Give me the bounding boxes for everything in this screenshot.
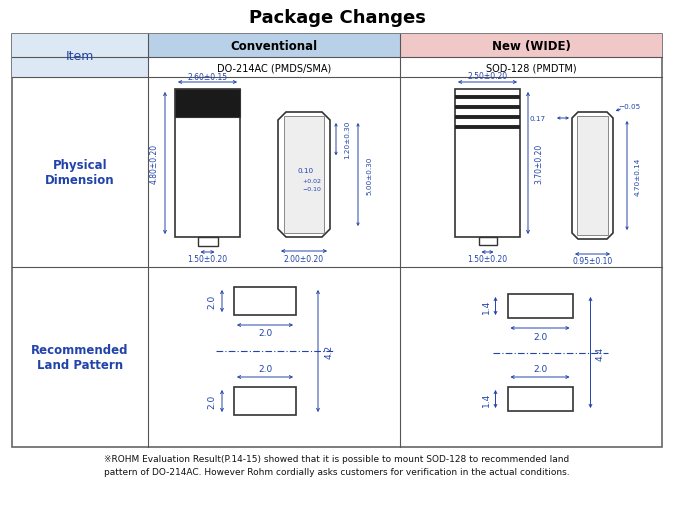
Text: 2.60±0.15: 2.60±0.15 [187, 72, 228, 81]
Bar [455, 90, 520, 237]
Text: Recommended
Land Pattern: Recommended Land Pattern [31, 343, 129, 371]
Text: 2.0: 2.0 [533, 365, 547, 374]
Text: pattern of DO-214AC. However Rohm cordially asks customers for verification in t: pattern of DO-214AC. However Rohm cordia… [104, 468, 570, 477]
Text: 1.4: 1.4 [482, 392, 491, 407]
Bar [508, 387, 572, 411]
Text: Physical
Dimension: Physical Dimension [45, 159, 115, 187]
Text: Item: Item [66, 50, 94, 63]
Text: 2.50±0.20: 2.50±0.20 [468, 71, 508, 80]
Bar [577, 117, 608, 235]
Bar [400, 35, 662, 58]
Text: 0.17: 0.17 [530, 116, 546, 122]
Text: 4.80±0.20: 4.80±0.20 [150, 143, 158, 184]
Text: 2.00±0.20: 2.00±0.20 [284, 255, 324, 264]
Bar [12, 35, 148, 78]
Bar [175, 90, 240, 118]
Text: 2.0: 2.0 [208, 294, 216, 309]
Text: 1.50±0.20: 1.50±0.20 [468, 255, 508, 264]
Text: −0.05: −0.05 [618, 104, 640, 110]
Text: −0.10: −0.10 [303, 186, 321, 191]
Text: 1.20±0.30: 1.20±0.30 [344, 121, 350, 159]
Text: Conventional: Conventional [231, 40, 317, 53]
Text: 0.95±0.10: 0.95±0.10 [572, 257, 613, 266]
Text: 4.4: 4.4 [596, 346, 605, 360]
Text: 2.0: 2.0 [258, 329, 272, 338]
Text: 1.50±0.20: 1.50±0.20 [187, 255, 228, 264]
Text: DO-214AC (PMDS/SMA): DO-214AC (PMDS/SMA) [217, 63, 331, 73]
Bar [234, 387, 296, 415]
Text: 2.0: 2.0 [208, 394, 216, 409]
Bar [234, 287, 296, 316]
Bar [508, 294, 572, 318]
Text: 3.70±0.20: 3.70±0.20 [534, 143, 543, 184]
Text: ※ROHM Evaluation Result(P.14-15) showed that it is possible to mount SOD-128 to : ※ROHM Evaluation Result(P.14-15) showed … [104, 454, 570, 464]
Polygon shape [572, 113, 613, 239]
Text: +0.02: +0.02 [303, 178, 321, 183]
Bar [284, 117, 324, 233]
Text: 4.2: 4.2 [324, 344, 334, 359]
Bar [12, 35, 662, 447]
Bar [479, 237, 497, 245]
Text: 2.0: 2.0 [258, 365, 272, 374]
Text: 5.00±0.30: 5.00±0.30 [366, 156, 372, 194]
Bar [197, 237, 218, 246]
Bar [148, 35, 400, 58]
Bar [175, 90, 240, 237]
Text: 2.0: 2.0 [533, 332, 547, 341]
Text: New (WIDE): New (WIDE) [491, 40, 570, 53]
Text: 1.4: 1.4 [482, 299, 491, 314]
Text: SOD-128 (PMDTM): SOD-128 (PMDTM) [486, 63, 576, 73]
Text: 4.70±0.14: 4.70±0.14 [635, 157, 641, 195]
Text: 0.10: 0.10 [298, 168, 314, 174]
Polygon shape [278, 113, 330, 237]
Text: Package Changes: Package Changes [249, 9, 425, 27]
